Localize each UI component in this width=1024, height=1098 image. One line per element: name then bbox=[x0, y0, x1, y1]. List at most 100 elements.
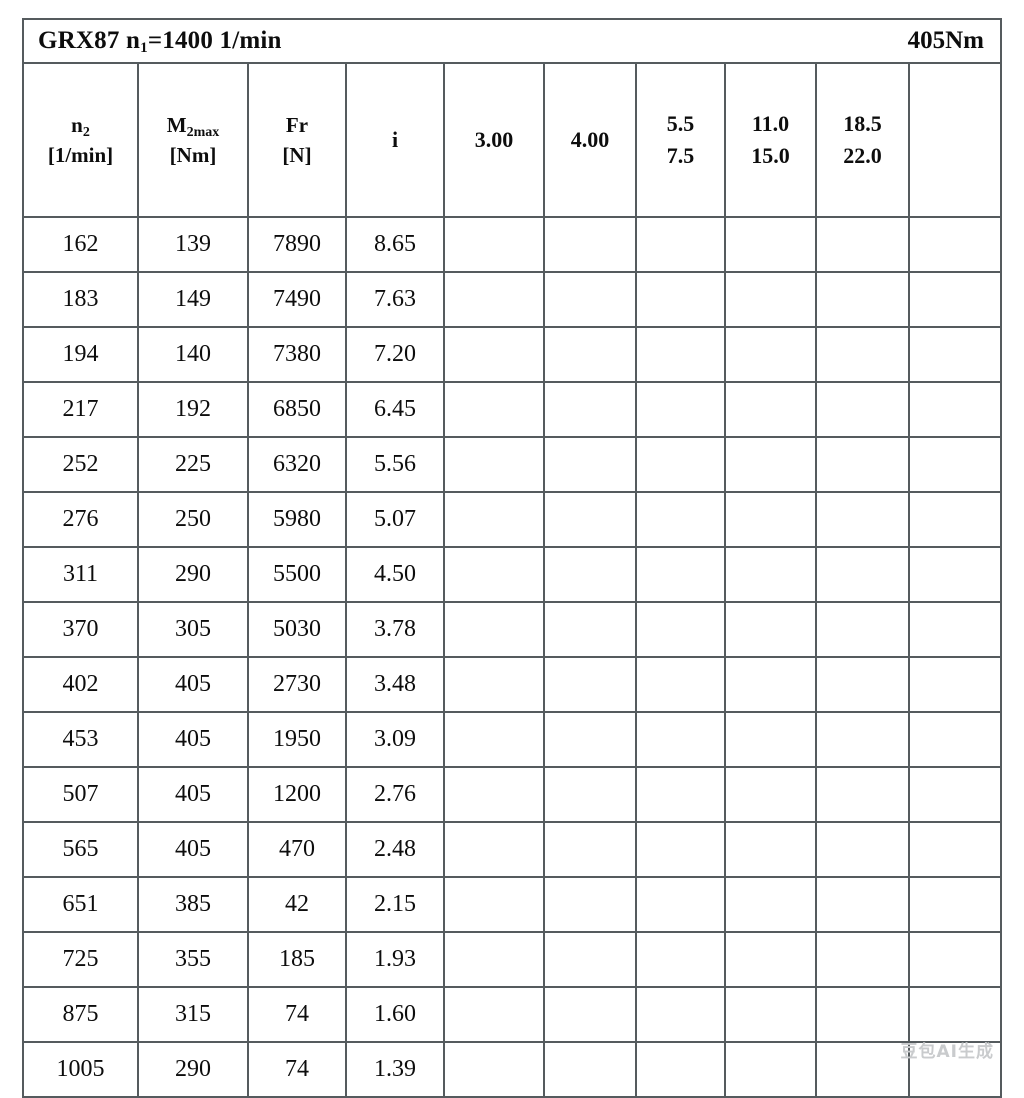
power-55-top: 5.5 bbox=[666, 111, 695, 137]
table-row: 725 355 185 1.93 bbox=[22, 931, 1003, 988]
power-cell-marked bbox=[815, 821, 910, 878]
power-cell-empty bbox=[907, 216, 1003, 273]
power-cell-empty bbox=[815, 711, 910, 768]
column-header-i: i bbox=[345, 62, 445, 218]
fr-unit: [N] bbox=[282, 143, 312, 167]
power-cell-empty bbox=[724, 601, 817, 658]
cell-m2max: 140 bbox=[137, 326, 249, 383]
power-cell-empty bbox=[724, 436, 817, 493]
power-cell-marked bbox=[635, 656, 726, 713]
power-cell-marked bbox=[543, 876, 637, 933]
power-cell-marked bbox=[543, 491, 637, 548]
power-cell-marked bbox=[543, 766, 637, 823]
power-cell-marked bbox=[635, 546, 726, 603]
power-cell-marked bbox=[635, 986, 726, 1043]
power-110-top: 11.0 bbox=[751, 111, 790, 137]
cell-fr: 5030 bbox=[247, 601, 347, 658]
cell-n2: 565 bbox=[22, 821, 139, 878]
power-cell-marked bbox=[724, 931, 817, 988]
m2max-symbol: M2max bbox=[139, 110, 247, 140]
power-cell-marked bbox=[543, 656, 637, 713]
model-speed-label: GRX87 n1=1400 1/min bbox=[38, 27, 282, 56]
power-cell-marked bbox=[724, 986, 817, 1043]
power-cell-empty bbox=[635, 271, 726, 328]
power-cell-empty bbox=[635, 216, 726, 273]
power-cell-marked bbox=[724, 1041, 817, 1098]
power-cell-empty bbox=[635, 491, 726, 548]
power-cell-marked bbox=[443, 436, 545, 493]
cell-m2max: 315 bbox=[137, 986, 249, 1043]
power-cell-marked bbox=[815, 876, 910, 933]
power-cell-marked bbox=[543, 436, 637, 493]
cell-n2: 402 bbox=[22, 656, 139, 713]
power-150-bottom: 15.0 bbox=[751, 143, 790, 168]
power-cell-marked bbox=[635, 821, 726, 878]
table-row: 311 290 5500 4.50 bbox=[22, 546, 1003, 603]
power-cell-empty bbox=[724, 491, 817, 548]
power-cell-empty bbox=[724, 216, 817, 273]
cell-i: 3.48 bbox=[345, 656, 445, 713]
cell-n2: 875 bbox=[22, 986, 139, 1043]
table-row: 565 405 470 2.48 bbox=[22, 821, 1003, 878]
m2max-subscript: 2max bbox=[186, 124, 220, 140]
cell-m2max: 225 bbox=[137, 436, 249, 493]
power-cell-empty bbox=[907, 656, 1003, 713]
power-cell-marked bbox=[543, 711, 637, 768]
cell-fr: 6320 bbox=[247, 436, 347, 493]
power-cell-empty bbox=[443, 326, 545, 383]
power-cell-marked bbox=[443, 766, 545, 823]
power-cell-marked bbox=[635, 876, 726, 933]
power-cell-empty bbox=[815, 656, 910, 713]
cell-i: 6.45 bbox=[345, 381, 445, 438]
power-cell-empty bbox=[724, 271, 817, 328]
power-cell-empty bbox=[907, 711, 1003, 768]
cell-i: 3.78 bbox=[345, 601, 445, 658]
cell-fr: 7490 bbox=[247, 271, 347, 328]
power-cell-empty bbox=[907, 876, 1003, 933]
cell-m2max: 290 bbox=[137, 1041, 249, 1098]
column-header-power-4: 4.00 bbox=[543, 62, 637, 218]
n2-unit: [1/min] bbox=[47, 143, 114, 167]
power-cell-empty bbox=[907, 546, 1003, 603]
fr-symbol: Fr bbox=[285, 112, 309, 137]
table-row: 276 250 5980 5.07 bbox=[22, 491, 1003, 548]
table-row: 1005 290 74 1.39 bbox=[22, 1041, 1003, 1098]
power-cell-empty bbox=[815, 601, 910, 658]
power-cell-empty bbox=[543, 1041, 637, 1098]
cell-m2max: 355 bbox=[137, 931, 249, 988]
max-torque-label: 405Nm bbox=[907, 27, 985, 54]
power-cell-marked bbox=[635, 766, 726, 823]
power-cell-marked bbox=[443, 876, 545, 933]
power-220-bottom: 22.0 bbox=[843, 143, 882, 168]
power-cell-empty bbox=[907, 436, 1003, 493]
table-row: 370 305 5030 3.78 bbox=[22, 601, 1003, 658]
cell-n2: 276 bbox=[22, 491, 139, 548]
input-speed-symbol: n bbox=[126, 27, 141, 54]
power-3-top: 3.00 bbox=[474, 127, 514, 153]
power-cell-empty bbox=[443, 1041, 545, 1098]
m2max-symbol-text: M bbox=[166, 112, 187, 137]
power-cell-marked bbox=[543, 931, 637, 988]
power-cell-marked bbox=[815, 931, 910, 988]
cell-n2: 453 bbox=[22, 711, 139, 768]
power-cell-marked bbox=[724, 876, 817, 933]
power-cell-marked bbox=[543, 546, 637, 603]
cell-fr: 74 bbox=[247, 1041, 347, 1098]
power-cell-marked bbox=[724, 766, 817, 823]
power-cell-empty bbox=[815, 546, 910, 603]
cell-i: 1.60 bbox=[345, 986, 445, 1043]
column-header-power-55-75: 5.5 7.5 bbox=[635, 62, 726, 218]
cell-m2max: 385 bbox=[137, 876, 249, 933]
cell-fr: 5500 bbox=[247, 546, 347, 603]
power-cell-marked bbox=[635, 711, 726, 768]
n2-symbol-text: n bbox=[71, 112, 83, 137]
cell-n2: 311 bbox=[22, 546, 139, 603]
cell-i: 5.07 bbox=[345, 491, 445, 548]
power-185-top: 18.5 bbox=[843, 111, 882, 137]
cell-fr: 1200 bbox=[247, 766, 347, 823]
cell-i: 1.93 bbox=[345, 931, 445, 988]
table-row: 453 405 1950 3.09 bbox=[22, 711, 1003, 768]
cell-n2: 252 bbox=[22, 436, 139, 493]
cell-m2max: 250 bbox=[137, 491, 249, 548]
cell-fr: 7890 bbox=[247, 216, 347, 273]
